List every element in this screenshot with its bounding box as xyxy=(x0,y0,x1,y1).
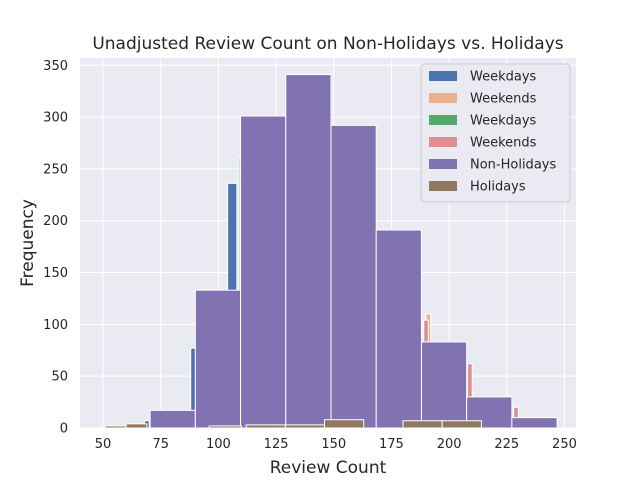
bar-holidays-5 xyxy=(324,419,365,429)
legend-swatch xyxy=(429,137,457,147)
x-tick-label: 75 xyxy=(152,437,169,452)
x-tick-label: 125 xyxy=(264,437,289,452)
y-tick-label: 200 xyxy=(43,214,68,229)
bar-holidays-5 xyxy=(125,423,148,429)
y-tick-label: 100 xyxy=(43,318,68,333)
legend: Weekdays Weekends Weekdays Weekends Non-Holi… xyxy=(420,63,571,203)
bar-non-holidays-4 xyxy=(375,229,422,429)
legend-swatch xyxy=(429,159,457,169)
x-axis-title: Review Count xyxy=(270,458,387,478)
x-tick-label: 200 xyxy=(437,437,462,452)
x-tick-label: 250 xyxy=(552,437,577,452)
legend-label: Weekends xyxy=(470,136,537,151)
y-tick-label: 0 xyxy=(60,422,68,437)
y-axis-title: Frequency xyxy=(18,199,38,287)
bar-holidays-5 xyxy=(208,425,242,429)
x-tick-label: 50 xyxy=(95,437,112,452)
x-tick-label: 175 xyxy=(379,437,404,452)
bar-non-holidays-4 xyxy=(149,409,196,429)
bar-holidays-5 xyxy=(402,420,443,429)
legend-swatch xyxy=(429,181,457,191)
bar-non-holidays-4 xyxy=(511,417,558,429)
bar-non-holidays-4 xyxy=(194,289,242,429)
legend-label: Weekdays xyxy=(470,70,537,85)
y-tick-label: 300 xyxy=(43,111,68,126)
bars-group xyxy=(104,74,558,429)
y-tick-label: 150 xyxy=(43,266,68,281)
legend-frame xyxy=(420,63,571,203)
y-tick-label: 50 xyxy=(51,370,68,385)
tick-labels-group: 50 75 100 125 150 175 200 225 250 0 50 100 150 200 250… xyxy=(43,59,577,452)
bar-non-holidays-4 xyxy=(285,74,332,429)
x-tick-label: 100 xyxy=(206,437,231,452)
bar-non-holidays-4 xyxy=(420,341,468,429)
legend-label: Weekdays xyxy=(470,114,537,129)
bar-holidays-5 xyxy=(245,424,286,429)
legend-swatch xyxy=(429,71,457,81)
legend-label: Non-Holidays xyxy=(470,158,556,173)
bar-holidays-5 xyxy=(441,420,482,429)
legend-swatch xyxy=(429,93,457,103)
y-tick-label: 350 xyxy=(43,59,68,74)
legend-label: Weekends xyxy=(470,92,537,107)
legend-swatch xyxy=(429,115,457,125)
bar-holidays-5 xyxy=(104,425,127,429)
chart-title: Unadjusted Review Count on Non-Holidays … xyxy=(92,34,563,54)
x-tick-label: 225 xyxy=(494,437,519,452)
x-tick-label: 150 xyxy=(321,437,346,452)
bar-non-holidays-4 xyxy=(330,124,377,429)
legend-label: Holidays xyxy=(470,180,526,195)
y-tick-label: 250 xyxy=(43,162,68,177)
bar-holidays-5 xyxy=(284,424,326,429)
bar-non-holidays-4 xyxy=(240,115,287,429)
